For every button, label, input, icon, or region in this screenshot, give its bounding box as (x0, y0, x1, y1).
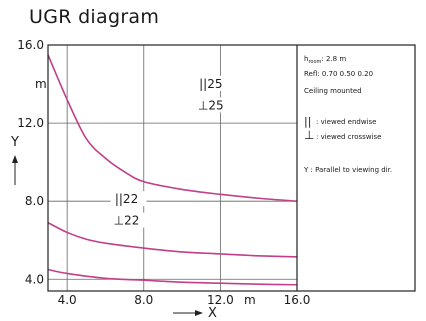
legend-hroom: hroom: 2.8 m (304, 55, 346, 65)
annotation-label-0: ||25 (199, 77, 222, 91)
y-tick-label: 16.0 (17, 38, 44, 52)
series-line-2 (47, 268, 298, 286)
legend-panel: hroom: 2.8 m Refl: 0.70 0.50 0.20 Ceilin… (303, 55, 392, 174)
y-axis-arrow-icon (12, 155, 18, 185)
chart-title: UGR diagram (29, 6, 160, 28)
x-axis-label: X (208, 306, 217, 321)
annotation-bg-0 (194, 75, 231, 91)
y-tick-labels: 4.0 8.0 12.0 16.0 (17, 38, 44, 286)
endwise-symbol-icon: || (304, 115, 311, 128)
annotation-bg-1 (194, 97, 231, 113)
x-tick-labels: 4.0 8.0 12.0 16.0 (58, 293, 311, 307)
x-axis-arrow-icon (173, 310, 203, 316)
crosswise-symbol-icon: ⊥ (304, 128, 314, 142)
legend-endwise: : viewed endwise (316, 118, 377, 126)
y-axis-label: Y (10, 135, 19, 150)
annotation-label-3: ⊥22 (114, 214, 140, 228)
y-tick-label: 4.0 (25, 272, 44, 286)
annotation-label-2: ||22 (115, 192, 138, 206)
x-tick-label: 8.0 (134, 293, 153, 307)
legend-reflectance: Refl: 0.70 0.50 0.20 (304, 70, 373, 78)
annotation-bg-2 (110, 191, 147, 207)
x-tick-label: 12.0 (207, 293, 234, 307)
y-unit-label: m (35, 77, 47, 91)
x-tick-label: 4.0 (58, 293, 77, 307)
grid-lines (48, 45, 297, 291)
series-line-0 (47, 54, 298, 202)
legend-crosswise: : viewed crosswise (316, 133, 381, 141)
plot-frame (47, 44, 416, 292)
legend-parallel: Y : Parallel to viewing dir. (303, 166, 392, 174)
x-unit-label: m (244, 293, 256, 307)
series-line-1 (47, 221, 298, 258)
series-curves (47, 54, 298, 286)
y-tick-label: 12.0 (17, 116, 44, 130)
x-tick-label: 16.0 (284, 293, 311, 307)
curve-annotations: ||25 ⊥25 ||22 ⊥22 (110, 75, 231, 228)
annotation-label-1: ⊥25 (198, 98, 224, 112)
legend-mounting: Ceiling mounted (304, 87, 362, 95)
y-tick-label: 8.0 (25, 194, 44, 208)
annotation-bg-3 (110, 212, 147, 228)
